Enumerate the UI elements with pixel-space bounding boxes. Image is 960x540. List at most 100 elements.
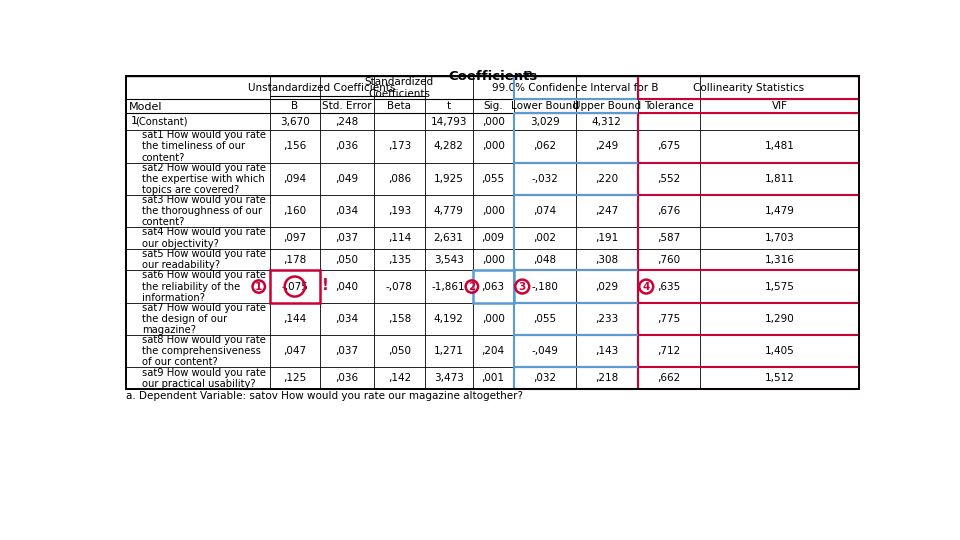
Text: ,158: ,158 <box>388 314 411 324</box>
Text: Standardized
Coefficients: Standardized Coefficients <box>365 77 434 99</box>
Text: ,142: ,142 <box>388 373 411 383</box>
Text: ,040: ,040 <box>336 281 359 292</box>
Text: 3: 3 <box>518 281 526 292</box>
Text: ,662: ,662 <box>657 373 681 383</box>
Text: ,156: ,156 <box>283 141 306 151</box>
Text: !: ! <box>322 278 328 293</box>
Text: ,036: ,036 <box>335 141 359 151</box>
Text: 1,575: 1,575 <box>764 281 795 292</box>
Text: 1,271: 1,271 <box>434 346 464 356</box>
Text: sat6 How would you rate
the reliability of the
information?: sat6 How would you rate the reliability … <box>142 271 266 303</box>
Text: ,055: ,055 <box>482 174 505 184</box>
Text: (Constant): (Constant) <box>135 117 188 127</box>
Text: VIF: VIF <box>772 102 787 111</box>
Text: ,055: ,055 <box>533 314 556 324</box>
Text: ,760: ,760 <box>658 255 681 265</box>
Text: ,218: ,218 <box>595 373 618 383</box>
Text: ,062: ,062 <box>533 141 556 151</box>
Text: ,048: ,048 <box>533 255 556 265</box>
Text: sat1 How would you rate
the timeliness of our
content?: sat1 How would you rate the timeliness o… <box>142 130 266 163</box>
Text: ,000: ,000 <box>482 141 505 151</box>
Text: sat9 How would you rate
our practical usability?: sat9 How would you rate our practical us… <box>142 368 266 389</box>
Text: 3,670: 3,670 <box>280 117 310 127</box>
Text: B: B <box>291 102 299 111</box>
Text: Model: Model <box>130 102 163 112</box>
Text: ,037: ,037 <box>335 346 359 356</box>
Text: ,000: ,000 <box>482 206 505 216</box>
Text: ,125: ,125 <box>283 373 306 383</box>
Text: Collinearity Statistics: Collinearity Statistics <box>693 83 804 93</box>
Text: t: t <box>446 102 450 111</box>
Text: ,029: ,029 <box>595 281 618 292</box>
Text: ,114: ,114 <box>388 233 411 243</box>
Text: 1,925: 1,925 <box>434 174 464 184</box>
Bar <box>126 76 859 389</box>
Text: sat8 How would you rate
the comprehensiveness
of our content?: sat8 How would you rate the comprehensiv… <box>142 335 266 367</box>
Text: ,000: ,000 <box>482 117 505 127</box>
Text: 1: 1 <box>255 281 262 292</box>
Text: ,178: ,178 <box>283 255 306 265</box>
Text: ,775: ,775 <box>657 314 681 324</box>
Text: ,049: ,049 <box>335 174 359 184</box>
Text: 4,192: 4,192 <box>434 314 464 324</box>
Text: ,143: ,143 <box>595 346 618 356</box>
Text: ,233: ,233 <box>595 314 618 324</box>
Text: ,086: ,086 <box>388 174 411 184</box>
Text: 4,779: 4,779 <box>434 206 464 216</box>
Text: ,050: ,050 <box>388 346 411 356</box>
Text: ,050: ,050 <box>336 255 359 265</box>
Text: ,308: ,308 <box>595 255 618 265</box>
Text: 3,543: 3,543 <box>434 255 464 265</box>
Bar <box>126 76 859 389</box>
Text: ,000: ,000 <box>482 255 505 265</box>
Text: ,249: ,249 <box>595 141 618 151</box>
Bar <box>270 271 320 303</box>
Text: ,587: ,587 <box>657 233 681 243</box>
Text: Lower Bound: Lower Bound <box>511 102 579 111</box>
Text: a. Dependent Variable: satov How would you rate our magazine altogether?: a. Dependent Variable: satov How would y… <box>126 392 523 401</box>
Text: 1,481: 1,481 <box>764 141 795 151</box>
Text: ,675: ,675 <box>657 141 681 151</box>
Text: ,034: ,034 <box>335 314 359 324</box>
Text: sat4 How would you rate
our objectivity?: sat4 How would you rate our objectivity? <box>142 227 266 248</box>
Bar <box>637 76 859 99</box>
Text: ,036: ,036 <box>335 373 359 383</box>
Text: 1: 1 <box>131 116 138 126</box>
Text: ,047: ,047 <box>283 346 306 356</box>
Text: 1,405: 1,405 <box>765 346 795 356</box>
Text: ,712: ,712 <box>657 346 681 356</box>
Text: ,160: ,160 <box>283 206 306 216</box>
Text: Std. Error: Std. Error <box>323 102 372 111</box>
Text: Sig.: Sig. <box>483 102 503 111</box>
Text: Beta: Beta <box>388 102 412 111</box>
Text: ,248: ,248 <box>335 117 359 127</box>
Text: -,032: -,032 <box>531 174 558 184</box>
Text: 4,282: 4,282 <box>434 141 464 151</box>
Text: ,063: ,063 <box>482 281 505 292</box>
Text: ,002: ,002 <box>533 233 556 243</box>
Text: ,094: ,094 <box>283 174 306 184</box>
Text: 1,703: 1,703 <box>765 233 795 243</box>
Text: ,193: ,193 <box>388 206 411 216</box>
Text: 1,512: 1,512 <box>764 373 795 383</box>
Text: ,009: ,009 <box>482 233 505 243</box>
Text: ,676: ,676 <box>657 206 681 216</box>
Bar <box>472 271 514 303</box>
Text: sat3 How would you rate
the thoroughness of our
content?: sat3 How would you rate the thoroughness… <box>142 195 266 227</box>
Text: ,135: ,135 <box>388 255 411 265</box>
Text: -,049: -,049 <box>531 346 558 356</box>
Text: -,075: -,075 <box>281 281 308 292</box>
Text: Tolerance: Tolerance <box>644 102 693 111</box>
Text: ,144: ,144 <box>283 314 306 324</box>
Text: ,247: ,247 <box>595 206 618 216</box>
Text: ,034: ,034 <box>335 206 359 216</box>
Text: sat2 How would you rate
the expertise with which
topics are covered?: sat2 How would you rate the expertise wi… <box>142 163 266 195</box>
Text: ,001: ,001 <box>482 373 505 383</box>
Text: 1,316: 1,316 <box>764 255 795 265</box>
Text: ,191: ,191 <box>595 233 618 243</box>
Bar <box>514 76 637 99</box>
Text: a: a <box>526 69 533 79</box>
Text: ,097: ,097 <box>283 233 306 243</box>
Text: 3,029: 3,029 <box>530 117 560 127</box>
Text: 3,473: 3,473 <box>434 373 464 383</box>
